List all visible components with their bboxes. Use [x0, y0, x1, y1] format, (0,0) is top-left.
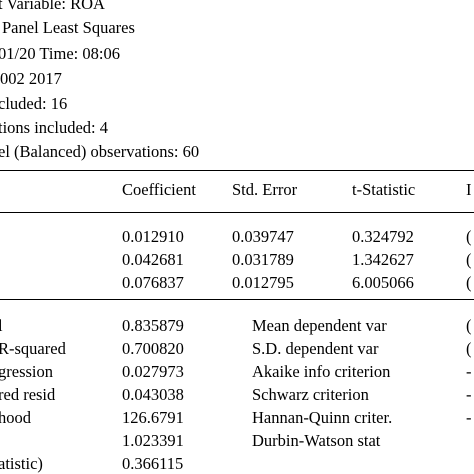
stat-label-2: Durbin-Watson stat — [252, 431, 381, 450]
stat-value: 0.366115 — [122, 454, 184, 473]
coefficient-value: 0.012910 — [122, 227, 184, 246]
stat-label-2: Hannan-Quinn criter. — [252, 408, 393, 427]
column-header-prob: I — [466, 180, 472, 199]
column-header-coefficient: Coefficient — [122, 180, 196, 199]
stat-value: 0.835879 — [122, 316, 184, 335]
prob-value: ( — [466, 250, 472, 269]
stat-label: hood — [0, 408, 31, 427]
sample-text: 002 2017 — [0, 69, 62, 88]
stat-value-2: - — [466, 362, 472, 381]
stat-value-2: ( — [466, 339, 472, 358]
stat-value: 126.6791 — [122, 408, 184, 427]
date-time-text: 01/20 Time: 08:06 — [0, 44, 120, 63]
std-error-value: 0.039747 — [232, 227, 294, 246]
prob-value: ( — [466, 273, 472, 292]
coef-table-bottom-rule — [0, 299, 474, 300]
table-top-rule — [0, 170, 474, 171]
column-header-std-error: Std. Error — [232, 180, 298, 199]
stat-value: 0.027973 — [122, 362, 184, 381]
stat-label: R-squared — [0, 339, 66, 358]
t-statistic-value: 1.342627 — [352, 250, 414, 269]
periods-included-text: cluded: 16 — [0, 94, 68, 113]
stat-value: 0.700820 — [122, 339, 184, 358]
stat-value: 1.023391 — [122, 431, 184, 450]
stat-label-2: Schwarz criterion — [252, 385, 369, 404]
method-text: Panel Least Squares — [2, 18, 135, 37]
std-error-value: 0.031789 — [232, 250, 294, 269]
stat-label-2: Mean dependent var — [252, 316, 387, 335]
stat-label: red resid — [0, 385, 56, 404]
stat-label-2: Akaike info criterion — [252, 362, 391, 381]
stat-label-2: S.D. dependent var — [252, 339, 379, 358]
header-rule — [0, 212, 474, 213]
t-statistic-value: 0.324792 — [352, 227, 414, 246]
dependent-variable-text: t Variable: ROA — [0, 0, 105, 13]
stat-value-2: ( — [466, 316, 472, 335]
coefficient-value: 0.042681 — [122, 250, 184, 269]
prob-value: ( — [466, 227, 472, 246]
cross-sections-included-text: tions included: 4 — [0, 118, 108, 137]
std-error-value: 0.012795 — [232, 273, 294, 292]
coefficient-value: 0.076837 — [122, 273, 184, 292]
t-statistic-value: 6.005066 — [352, 273, 414, 292]
stat-label: gression — [0, 362, 53, 381]
total-observations-text: el (Balanced) observations: 60 — [0, 142, 200, 161]
stat-value: 0.043038 — [122, 385, 184, 404]
stat-value-2: - — [466, 408, 472, 427]
stat-label: l — [0, 316, 3, 335]
stat-value-2: - — [466, 385, 472, 404]
stat-label: atistic) — [0, 454, 43, 473]
column-header-t-statistic: t-Statistic — [352, 180, 416, 199]
